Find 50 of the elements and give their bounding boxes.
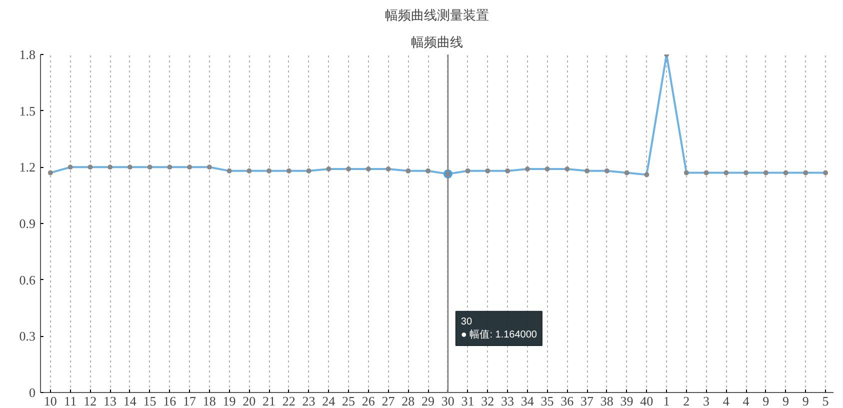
y-tick-label: 1.8	[19, 47, 36, 62]
x-tick-label: 24	[322, 394, 336, 408]
x-tick-label: 9	[802, 394, 809, 408]
x-tick-label: 20	[242, 394, 256, 408]
x-tick-label: 9	[782, 394, 790, 408]
x-tick-label: 32	[481, 394, 494, 408]
x-tick-label: 11	[64, 394, 77, 408]
x-tick-label: 9	[762, 394, 770, 408]
x-tick-label: 37	[580, 394, 594, 408]
x-tick-label: 16	[163, 394, 177, 408]
y-tick-label: 0.9	[19, 216, 36, 231]
x-tick-label: 21	[262, 394, 276, 408]
x-tick-label: 14	[123, 394, 137, 408]
chart-title: 幅频曲线测量装置	[385, 8, 489, 22]
y-tick-label: 1.5	[19, 103, 36, 118]
annotation: 30 ● 幅值: 1.164000	[460, 316, 538, 341]
x-tick-label: 1	[663, 394, 670, 408]
y-tick-label: 0.3	[19, 328, 36, 344]
x-tick-label: 30	[441, 394, 454, 408]
x-tick-label: 23	[302, 394, 316, 408]
x-tick-label: 22	[282, 394, 296, 408]
x-tick-label: 31	[461, 394, 474, 408]
x-tick-label: 28	[402, 394, 415, 408]
x-tick-label: 15	[143, 394, 156, 408]
x-tick-label: 26	[362, 394, 376, 408]
x-tick-label: 4	[742, 394, 750, 408]
x-tick-label: 33	[501, 394, 514, 408]
x-tick-label: 18	[202, 394, 216, 408]
chart-subtitle: 幅频曲线	[411, 34, 463, 50]
x-tick-label: 12	[84, 394, 97, 408]
y-tick-label: 1.2	[19, 160, 36, 175]
x-tick-label: 35	[540, 394, 554, 408]
x-tick-label: 19	[222, 394, 236, 408]
x-tick-label: 36	[560, 394, 574, 408]
x-tick-label: 25	[342, 394, 356, 408]
x-tick-label: 38	[600, 394, 614, 408]
x-tick-label: 27	[382, 394, 396, 408]
x-tick-label: 17	[183, 394, 197, 408]
x-tick-label: 40	[640, 394, 654, 408]
x-tick-label: 29	[422, 394, 435, 408]
x-tick-label: 2	[683, 394, 690, 408]
x-tick-label: 10	[44, 394, 57, 408]
x-tick-label: 3	[703, 394, 710, 408]
x-tick-label: 13	[104, 394, 117, 408]
y-tick-label: 0.6	[19, 272, 36, 288]
x-tick-label: 5	[822, 394, 829, 408]
x-tick-label: 4	[722, 394, 730, 408]
x-tick-label: 39	[620, 394, 634, 408]
x-tick-label: 34	[520, 394, 534, 408]
y-tick-label: 0	[29, 385, 36, 400]
